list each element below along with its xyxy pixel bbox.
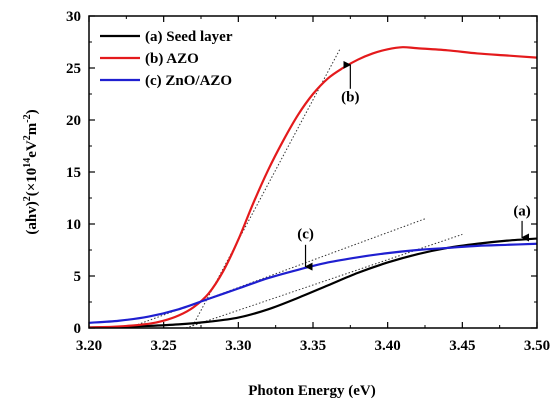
x-tick-label: 3.20 [76, 338, 102, 354]
y-axis-title: (ahv)2(×1014eV2m-2) [22, 109, 40, 234]
x-tick-label: 3.35 [300, 338, 326, 354]
annotations: (a) (b) (c) [297, 60, 531, 271]
tangent-line [126, 218, 426, 328]
x-axis-title: Photon Energy (eV) [248, 383, 376, 399]
ylabel-part: (ahv) [24, 201, 40, 234]
y-tick-label: 20 [66, 113, 81, 129]
x-tick-label: 3.40 [375, 338, 401, 354]
legend: (a) Seed layer (b) AZO (c) ZnO/AZO [100, 29, 233, 89]
series-lines [89, 46, 537, 328]
y-tick-label: 5 [74, 269, 82, 285]
y-tick-label: 0 [74, 321, 82, 337]
series-line-2 [89, 242, 537, 324]
y-tick-label: 15 [66, 165, 81, 181]
ylabel-superscript: 2 [22, 135, 33, 140]
legend-entry: (a) Seed layer [145, 29, 233, 45]
x-tick-label: 3.25 [151, 338, 177, 354]
tangent-line [191, 49, 341, 328]
y-tick-label: 30 [66, 9, 81, 25]
ylabel-superscript: 14 [22, 158, 33, 168]
ylabel-superscript: 2 [22, 196, 33, 201]
series-line-0 [89, 237, 537, 328]
y-tick-label: 25 [66, 61, 81, 77]
ylabel-part: eV [24, 140, 40, 158]
x-tick-label: 3.50 [524, 338, 550, 354]
x-tick-label: 3.45 [449, 338, 475, 354]
y-tick-label: 10 [66, 217, 81, 233]
ylabel-part: m [24, 122, 40, 135]
annotation-label: (a) [513, 204, 531, 220]
annotation-label: (c) [297, 227, 314, 243]
axes-group: 3.20 3.25 3.30 3.35 3.40 3.45 3.50 0 5 10 15 20 25 30 [66, 9, 550, 354]
series-line-1 [89, 46, 537, 328]
legend-entry: (b) AZO [145, 51, 199, 67]
ylabel-part: (×10 [24, 168, 40, 197]
legend-entry: (c) ZnO/AZO [145, 73, 232, 89]
ylabel-part: ) [24, 109, 40, 114]
ylabel-superscript: -2 [22, 114, 33, 122]
tangent-lines [126, 49, 463, 328]
annotation-label: (b) [341, 89, 359, 105]
plot-frame [88, 15, 538, 329]
x-tick-label: 3.30 [225, 338, 251, 354]
tangent-line [185, 233, 463, 328]
